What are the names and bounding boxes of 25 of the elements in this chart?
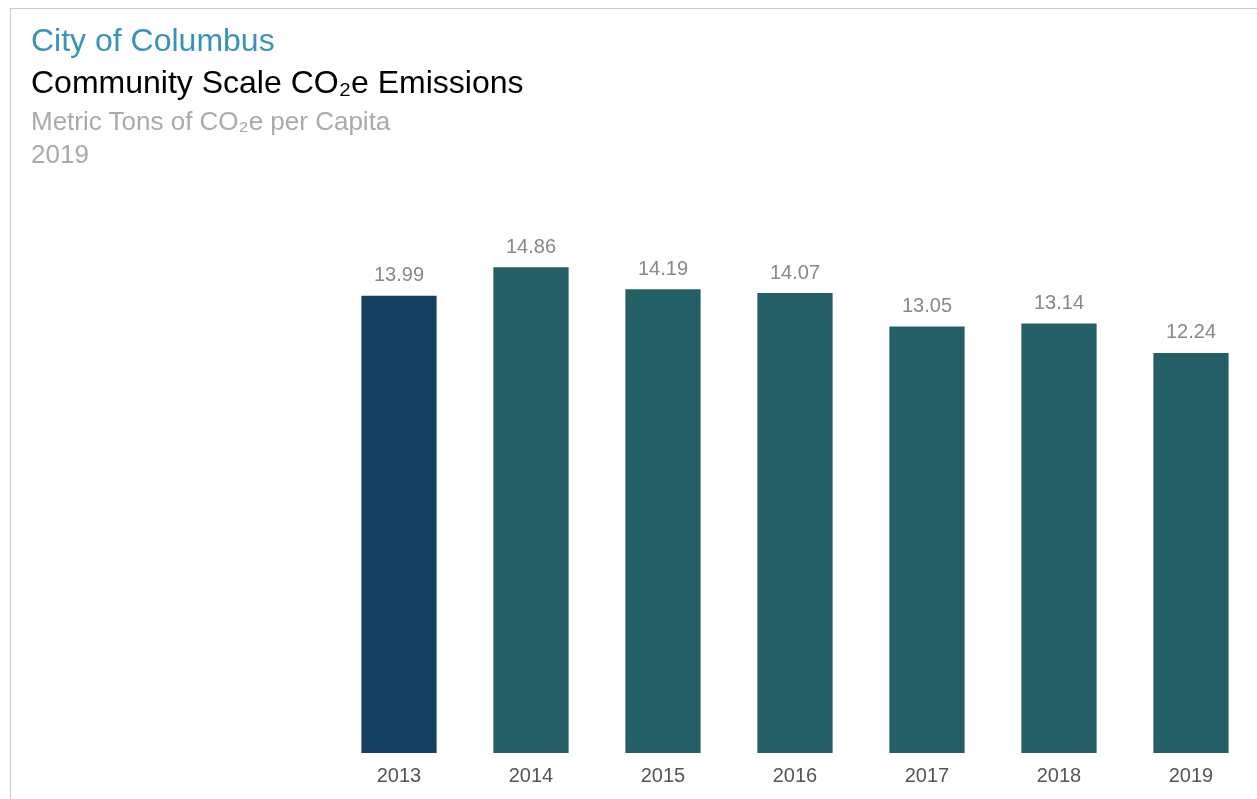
x-tick-label: 2018	[1036, 763, 1082, 786]
text: 2019	[31, 139, 89, 170]
chart-subtitle: Community Scale CO₂e Emissions	[31, 64, 524, 101]
bar	[1021, 323, 1097, 753]
bar	[361, 295, 437, 753]
bar	[889, 326, 965, 753]
data-label: 13.14	[1033, 291, 1085, 313]
x-tick-label: 2014	[508, 763, 554, 786]
data-label: 14.19	[637, 256, 689, 279]
chart-title: City of Columbus	[31, 22, 275, 59]
text: Metric Tons of CO₂e per Capita	[31, 106, 391, 137]
bar	[1153, 352, 1229, 753]
data-label: 13.99	[373, 263, 425, 286]
data-label: 14.07	[769, 260, 821, 283]
bar	[757, 293, 833, 753]
bar	[625, 289, 701, 753]
x-tick-label: 2017	[904, 763, 950, 786]
data-label: 14.86	[505, 234, 557, 257]
x-tick-label: 2019	[1168, 763, 1214, 786]
bar	[493, 267, 569, 753]
data-label: 13.05	[901, 293, 953, 316]
x-tick-label: 2016	[772, 763, 818, 786]
data-label: 12.24	[1165, 320, 1217, 343]
x-tick-label: 2013	[376, 763, 422, 786]
x-tick-label: 2015	[640, 763, 686, 786]
